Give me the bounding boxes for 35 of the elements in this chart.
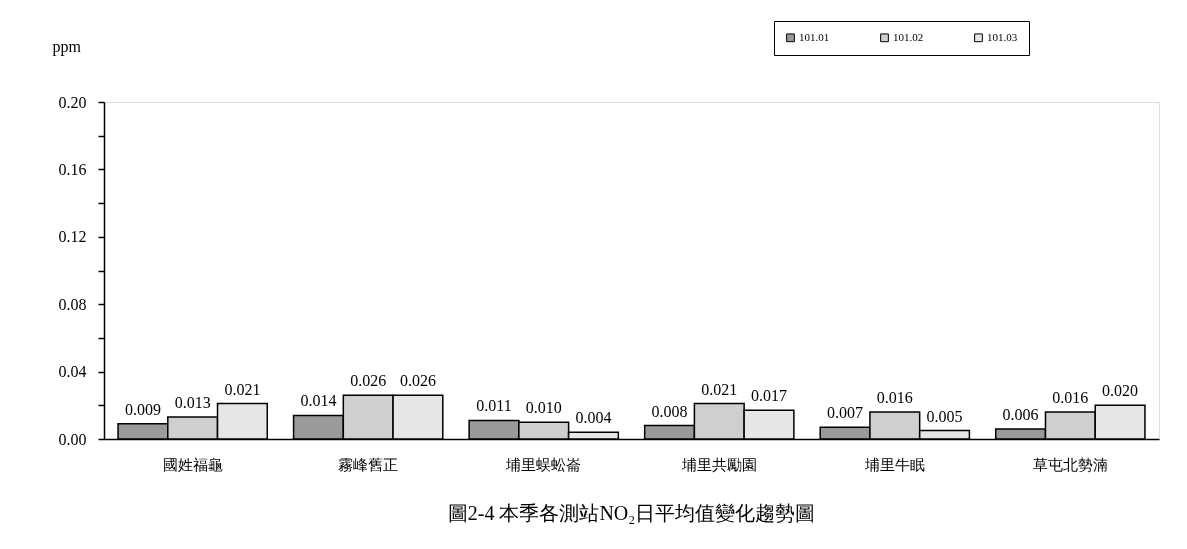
data-label: 0.007 — [827, 404, 864, 422]
y-tick-label: 0.00 — [58, 430, 87, 448]
y-tick-label: 0.04 — [58, 363, 87, 381]
y-tick-label: 0.20 — [58, 93, 87, 111]
y-axis-title: ppm — [52, 37, 82, 56]
data-label: 0.026 — [350, 372, 387, 390]
legend-label: 101.03 — [987, 30, 1018, 43]
data-label: 0.004 — [575, 409, 612, 427]
y-tick-label: 0.16 — [58, 160, 87, 178]
data-label: 0.016 — [1052, 389, 1089, 407]
data-label: 0.011 — [476, 397, 512, 415]
data-label: 0.013 — [174, 394, 211, 412]
data-label: 0.014 — [300, 392, 337, 410]
x-tick-label: 埔里牛眠 — [863, 456, 925, 473]
legend-label: 101.01 — [799, 30, 830, 43]
data-label: 0.021 — [224, 380, 261, 398]
data-label: 0.009 — [124, 400, 161, 418]
x-tick-label: 霧峰舊正 — [338, 456, 399, 473]
x-tick-label: 草屯北勢湳 — [1032, 456, 1108, 473]
data-label: 0.026 — [399, 372, 436, 390]
data-label: 0.017 — [751, 387, 788, 405]
data-label: 0.005 — [926, 407, 963, 425]
data-label: 0.010 — [525, 399, 562, 417]
y-tick-label: 0.08 — [58, 295, 87, 313]
data-label: 0.008 — [651, 402, 688, 420]
text: 圖2-4 本季各測站NO₂日平均值變化趨勢圖 — [447, 502, 816, 524]
data-label: 0.021 — [701, 380, 738, 398]
x-tick-label: 埔里共勵園 — [680, 456, 757, 473]
data-label: 0.016 — [876, 389, 913, 407]
data-label: 0.020 — [1102, 382, 1139, 400]
x-tick-label: 國姓福龜 — [162, 456, 223, 473]
y-tick-label: 0.12 — [58, 228, 87, 246]
x-tick-label: 埔里蜈蚣崙 — [505, 456, 582, 473]
data-label: 0.006 — [1002, 405, 1039, 423]
legend-label: 101.02 — [893, 30, 924, 43]
